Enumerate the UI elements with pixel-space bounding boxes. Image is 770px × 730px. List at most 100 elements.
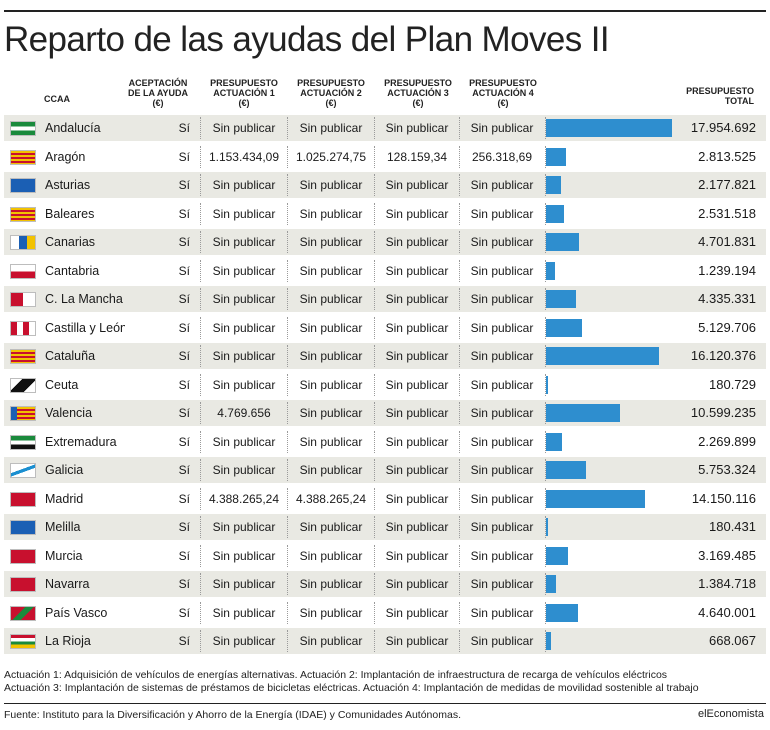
column-separator	[545, 345, 546, 367]
column-separator	[374, 459, 375, 481]
cataluna-flag-icon	[10, 349, 36, 364]
actuacion-4-cell: Sin publicar	[470, 377, 534, 392]
column-separator	[459, 145, 460, 168]
aceptacion-cell: Sí	[178, 178, 190, 192]
actuacion-1-cell: Sin publicar	[212, 121, 276, 135]
aceptacion-cell: Sí	[178, 149, 190, 164]
column-separator	[200, 402, 201, 424]
column-separator	[200, 601, 201, 624]
table-row: Ceuta Sí Sin publicar Sin publicar Sin publi…	[0, 371, 770, 399]
actuacion-4-cell: Sin publicar	[470, 406, 534, 420]
actuacion-2-cell: Sin publicar	[299, 377, 363, 392]
actuacion-4-cell: Sin publicar	[470, 463, 534, 477]
ccaa-name: Valencia	[45, 406, 93, 420]
actuacion-2-cell: 4.388.265,24	[295, 491, 367, 506]
actuacion-4-cell: Sin publicar	[470, 634, 534, 648]
header-actuacion-2: PRESUPUESTO ACTUACIÓN 2 (€)	[297, 78, 365, 108]
actuacion-3-cell: Sin publicar	[385, 491, 449, 506]
actuacion-4-cell: Sin publicar	[470, 320, 534, 335]
table-row: Madrid Sí 4.388.265,24 4.388.265,24 Sin publ…	[0, 485, 770, 513]
actuacion-4-cell: 256.318,69	[471, 149, 533, 164]
total-bar	[546, 489, 646, 508]
actuacion-4-cell: Sin publicar	[470, 577, 534, 591]
actuacion-3-cell: Sin publicar	[385, 463, 449, 477]
actuacion-2-cell: Sin publicar	[299, 434, 363, 449]
table-row: Valencia Sí 4.769.656 Sin publicar Sin publi…	[0, 399, 770, 427]
actuacion-3-cell: Sin publicar	[385, 406, 449, 420]
column-separator	[287, 231, 288, 253]
table-row: Cantabria Sí Sin publicar Sin publicar Sin p…	[0, 257, 770, 285]
actuacion-1-cell: Sin publicar	[212, 605, 276, 620]
column-separator	[374, 145, 375, 168]
total-value-label: 2.813.525	[698, 148, 756, 164]
column-separator	[200, 459, 201, 481]
total-value-label: 10.599.235	[690, 405, 756, 420]
column-separator	[459, 601, 460, 624]
table-row: Cataluña Sí Sin publicar Sin publicar Sin pu…	[0, 342, 770, 370]
total-bar	[546, 546, 569, 565]
total-value-label: 4.701.831	[698, 234, 756, 249]
header-total: PRESUPUESTO TOTAL	[686, 86, 754, 106]
column-separator	[374, 202, 375, 225]
row-background	[4, 172, 766, 198]
brand-logo: elEconomista	[697, 708, 764, 720]
aceptacion-cell: Sí	[178, 320, 190, 335]
column-separator	[200, 487, 201, 510]
column-separator	[459, 345, 460, 367]
total-bar	[546, 461, 587, 479]
column-separator	[374, 573, 375, 595]
cantabria-flag-icon	[10, 263, 36, 279]
column-separator	[459, 202, 460, 225]
column-separator	[200, 430, 201, 453]
actuacion-4-cell: Sin publicar	[470, 349, 534, 363]
table-row: Melilla Sí Sin publicar Sin publicar Sin pub…	[0, 513, 770, 541]
column-separator	[459, 516, 460, 538]
actuacion-1-cell: 4.388.265,24	[208, 491, 280, 506]
total-value-label: 180.431	[709, 519, 756, 534]
column-separator	[287, 630, 288, 652]
actuacion-3-cell: Sin publicar	[385, 434, 449, 449]
column-separator	[374, 402, 375, 424]
column-separator	[374, 316, 375, 339]
column-separator	[374, 373, 375, 396]
row-background	[4, 229, 766, 255]
column-separator	[459, 459, 460, 481]
actuacion-2-cell: Sin publicar	[299, 577, 363, 591]
column-separator	[200, 573, 201, 595]
row-background	[4, 457, 766, 483]
navarra-flag-icon	[10, 577, 36, 592]
ccaa-name: País Vasco	[45, 605, 108, 620]
actuacion-2-cell: Sin publicar	[299, 263, 363, 278]
actuacion-2-cell: Sin publicar	[299, 634, 363, 648]
actuacion-4-cell: Sin publicar	[470, 178, 534, 192]
row-background	[4, 286, 766, 312]
actuacion-1-cell: Sin publicar	[212, 634, 276, 648]
actuacion-3-cell: Sin publicar	[385, 520, 449, 534]
actuacion-3-cell: Sin publicar	[385, 292, 449, 306]
column-separator	[545, 174, 546, 196]
column-separator	[200, 259, 201, 282]
column-separator	[459, 288, 460, 310]
column-separator	[545, 145, 546, 168]
table-row: La Rioja Sí Sin publicar Sin publicar Sin pu…	[0, 627, 770, 655]
table-row: Aragón Sí 1.153.434,09 1.025.274,75 128.159,…	[0, 143, 770, 171]
actuacion-3-cell: Sin publicar	[385, 263, 449, 278]
column-separator	[459, 402, 460, 424]
column-separator	[545, 288, 546, 310]
table-row: Extremadura Sí Sin publicar Sin publicar Sin…	[0, 428, 770, 456]
total-value-label: 180.729	[709, 376, 756, 392]
aceptacion-cell: Sí	[178, 548, 190, 563]
actuacion-2-cell: Sin publicar	[299, 235, 363, 249]
total-bar	[546, 518, 548, 536]
table-row: C. La Mancha Sí Sin publicar Sin publicar Si…	[0, 285, 770, 313]
column-separator	[287, 117, 288, 139]
column-separator	[287, 174, 288, 196]
column-separator	[459, 373, 460, 396]
footnote-line-2: Actuación 3: Implantación de sistemas de…	[4, 682, 699, 694]
aceptacion-cell: Sí	[178, 520, 190, 534]
column-separator	[287, 316, 288, 339]
ccaa-name: Andalucía	[45, 121, 101, 135]
total-bar	[546, 290, 577, 308]
column-separator	[545, 516, 546, 538]
column-separator	[459, 231, 460, 253]
